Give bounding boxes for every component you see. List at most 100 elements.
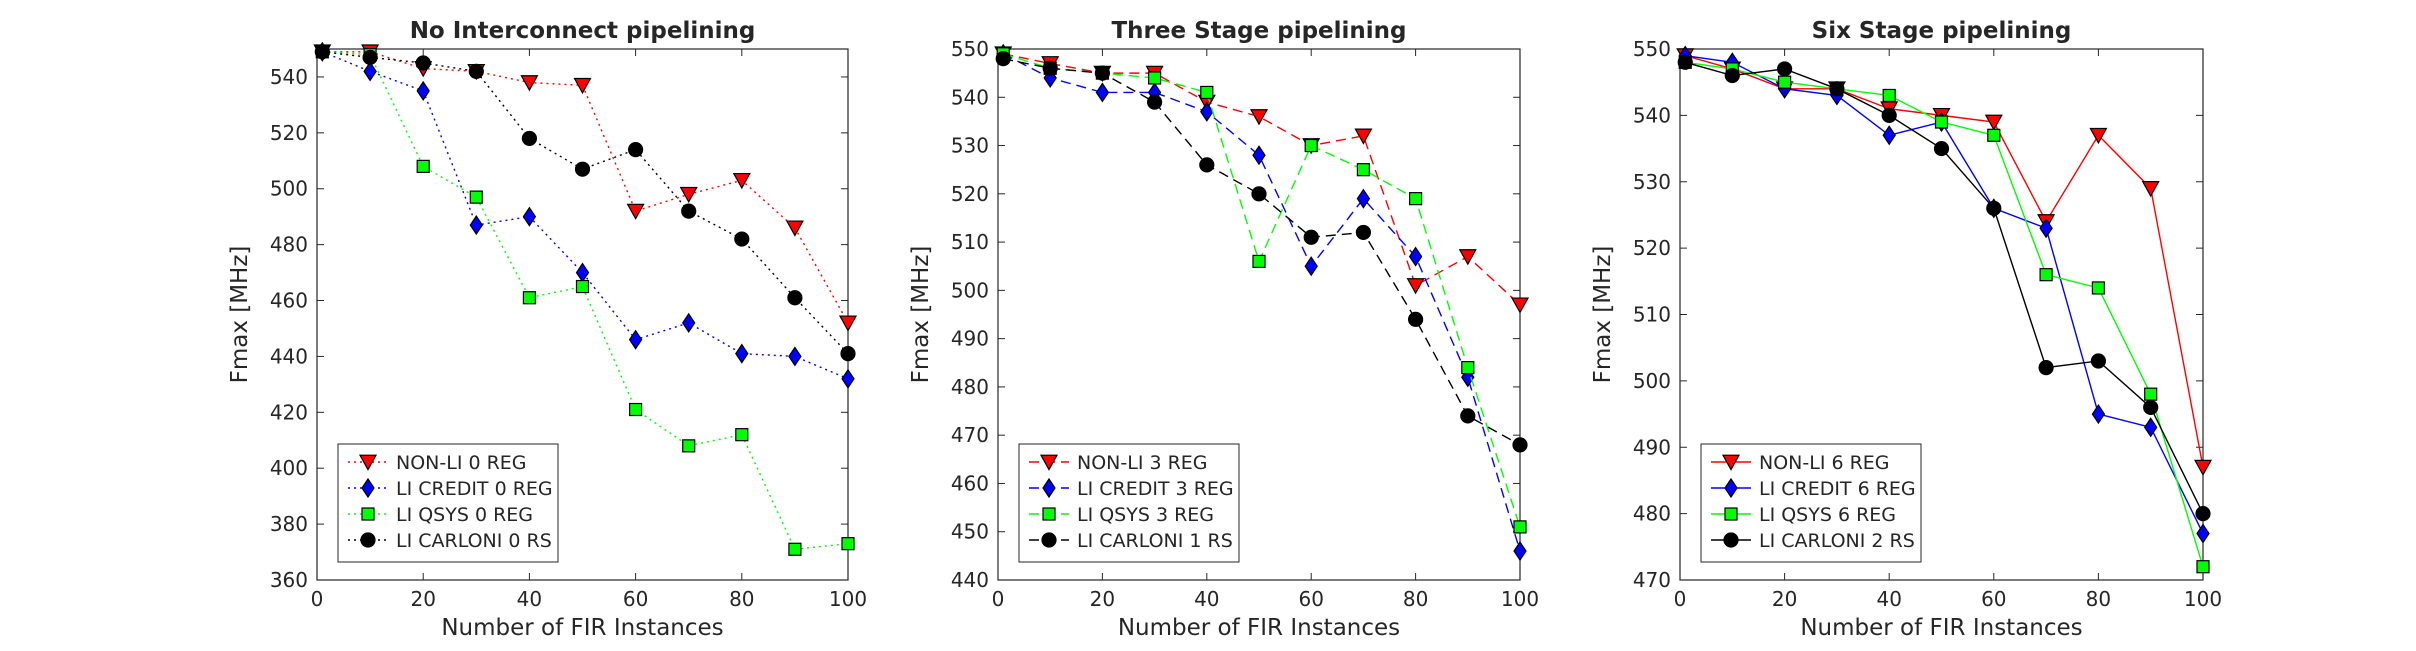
y-axis-label: Fmax [MHz] bbox=[1590, 246, 1616, 384]
legend-label: NON-LI 0 REG bbox=[396, 452, 527, 474]
data-point-series-4 bbox=[627, 142, 644, 158]
x-tick-label: 60 bbox=[623, 587, 648, 611]
data-point-series-4 bbox=[1094, 65, 1111, 81]
data-point-series-3 bbox=[2196, 560, 2210, 574]
data-point-series-1 bbox=[1354, 128, 1373, 145]
legend-label: LI CARLONI 2 RS bbox=[1759, 530, 1915, 552]
data-point-series-4 bbox=[1251, 186, 1267, 202]
legend-marker bbox=[1721, 454, 1741, 471]
y-tick-label: 450 bbox=[951, 520, 989, 544]
data-point-series-3 bbox=[1304, 138, 1318, 153]
y-tick-label: 540 bbox=[1633, 103, 1671, 127]
data-point-series-4 bbox=[1776, 61, 1793, 77]
y-tick-label: 510 bbox=[951, 230, 989, 254]
y-tick-label: 540 bbox=[270, 65, 308, 89]
x-tick-label: 40 bbox=[1194, 587, 1219, 611]
data-point-series-4 bbox=[468, 63, 484, 79]
y-tick-label: 500 bbox=[1633, 369, 1671, 393]
data-point-series-2 bbox=[2091, 403, 2106, 425]
y-tick-label: 440 bbox=[270, 344, 308, 368]
y-tick-label: 510 bbox=[1633, 303, 1671, 327]
data-point-series-1 bbox=[1458, 249, 1477, 266]
data-point-series-4 bbox=[574, 161, 591, 177]
data-point-series-4 bbox=[1933, 140, 1950, 157]
data-point-series-2 bbox=[1304, 256, 1318, 277]
data-point-series-3 bbox=[1461, 361, 1475, 375]
legend-label: LI CARLONI 0 RS bbox=[396, 530, 552, 552]
legend-marker bbox=[361, 507, 375, 521]
data-point-series-2 bbox=[2039, 218, 2053, 239]
chart-title: No Interconnect pipelining bbox=[410, 18, 756, 44]
data-point-series-3 bbox=[1987, 128, 2001, 142]
data-point-series-4 bbox=[2090, 353, 2106, 369]
y-tick-label: 550 bbox=[951, 37, 989, 61]
legend-label: LI QSYS 3 REG bbox=[1077, 504, 1214, 526]
legend-label: LI CREDIT 3 REG bbox=[1077, 478, 1234, 500]
data-point-series-1 bbox=[838, 315, 858, 332]
data-point-series-1 bbox=[1249, 109, 1269, 126]
series-line-4 bbox=[1003, 57, 1521, 446]
data-point-series-3 bbox=[1147, 71, 1162, 85]
legend-label: LI QSYS 0 REG bbox=[396, 504, 533, 526]
y-tick-label: 520 bbox=[951, 182, 989, 206]
legend-label: NON-LI 6 REG bbox=[1759, 452, 1890, 474]
data-point-series-4 bbox=[995, 51, 1011, 67]
data-point-series-2 bbox=[1252, 145, 1266, 166]
y-tick-label: 470 bbox=[1633, 568, 1671, 592]
legend-label: LI QSYS 6 REG bbox=[1759, 504, 1896, 526]
data-point-series-1 bbox=[679, 186, 698, 204]
data-point-series-4 bbox=[1199, 157, 1215, 173]
x-tick-label: 20 bbox=[1090, 587, 1115, 611]
x-axis-label: Number of FIR Instances bbox=[1118, 615, 1400, 641]
data-point-series-4 bbox=[1881, 107, 1897, 123]
data-point-series-1 bbox=[2089, 127, 2108, 145]
y-axis-label: Fmax [MHz] bbox=[908, 246, 934, 384]
data-point-series-4 bbox=[1986, 200, 2002, 216]
data-point-series-4 bbox=[2038, 360, 2054, 376]
data-point-series-4 bbox=[415, 55, 431, 71]
data-point-series-3 bbox=[682, 439, 696, 453]
data-point-series-4 bbox=[734, 231, 750, 247]
x-tick-label: 0 bbox=[311, 587, 324, 611]
y-axis-label: Fmax [MHz] bbox=[227, 246, 253, 384]
legend-label: LI CARLONI 1 RS bbox=[1077, 530, 1233, 552]
data-point-series-4 bbox=[1303, 229, 1319, 245]
data-point-series-2 bbox=[735, 343, 749, 364]
legend-marker bbox=[1724, 507, 1738, 521]
data-point-series-1 bbox=[520, 75, 539, 92]
y-tick-label: 490 bbox=[1633, 435, 1671, 459]
data-point-series-2 bbox=[1408, 246, 1423, 267]
x-tick-label: 80 bbox=[2086, 587, 2111, 611]
data-point-series-4 bbox=[314, 44, 330, 60]
data-point-series-3 bbox=[1513, 520, 1527, 534]
x-tick-label: 40 bbox=[1876, 587, 1901, 611]
legend: NON-LI 3 REG LI CREDIT 3 REG LI QSYS 3 REG… bbox=[1018, 443, 1240, 563]
data-point-series-3 bbox=[2091, 281, 2105, 295]
data-point-series-2 bbox=[2143, 417, 2158, 438]
x-tick-label: 100 bbox=[2184, 587, 2222, 611]
y-tick-label: 490 bbox=[951, 327, 989, 351]
y-tick-label: 530 bbox=[951, 134, 989, 158]
data-point-series-3 bbox=[469, 190, 483, 204]
x-tick-label: 20 bbox=[410, 587, 435, 611]
legend-label: NON-LI 3 REG bbox=[1077, 452, 1208, 474]
y-tick-label: 520 bbox=[1633, 236, 1671, 260]
data-point-series-2 bbox=[2196, 523, 2210, 544]
y-tick-label: 500 bbox=[270, 177, 308, 201]
data-point-series-1 bbox=[2141, 180, 2160, 198]
data-point-series-3 bbox=[416, 159, 430, 173]
data-point-series-2 bbox=[681, 312, 696, 333]
data-point-series-4 bbox=[840, 346, 856, 362]
data-point-series-3 bbox=[1252, 254, 1266, 268]
data-point-series-4 bbox=[521, 130, 538, 147]
legend-marker bbox=[1042, 507, 1056, 521]
y-tick-label: 360 bbox=[270, 568, 308, 592]
x-tick-label: 100 bbox=[1501, 587, 1539, 611]
y-tick-label: 460 bbox=[951, 471, 989, 495]
data-point-series-1 bbox=[573, 77, 592, 95]
legend-marker bbox=[360, 532, 376, 548]
data-point-series-2 bbox=[522, 206, 537, 227]
data-point-series-1 bbox=[732, 172, 751, 190]
legend-label: LI CREDIT 6 REG bbox=[1759, 478, 1916, 500]
